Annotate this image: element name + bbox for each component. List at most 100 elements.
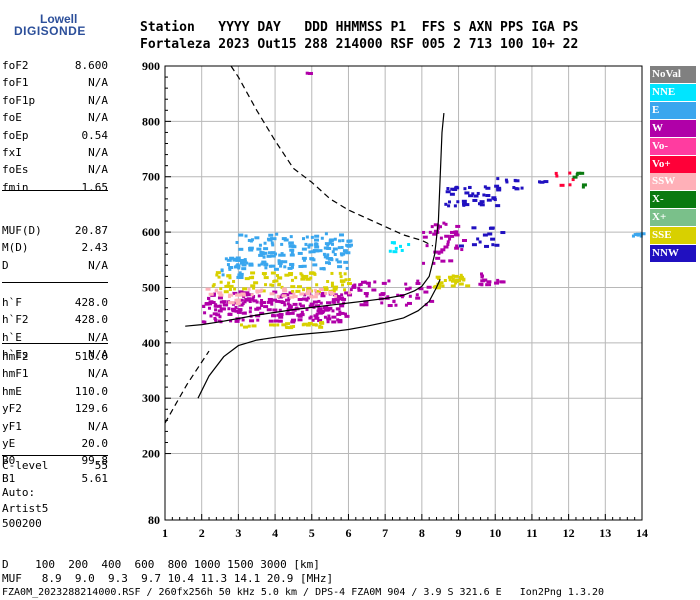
param-value: 20.87 <box>74 224 108 237</box>
echo-point <box>273 267 279 271</box>
echo-point <box>257 294 261 298</box>
echo-point <box>494 281 500 285</box>
echo-point <box>277 319 283 323</box>
echo-point <box>323 315 327 319</box>
echo-point <box>247 287 251 291</box>
echo-point <box>308 304 314 308</box>
echo-point <box>278 253 282 257</box>
echo-point <box>331 315 337 319</box>
echo-point <box>440 248 446 252</box>
echo-point <box>307 296 311 300</box>
echo-point <box>471 192 475 196</box>
echo-point <box>228 276 232 280</box>
echo-point <box>394 303 398 307</box>
legend-item: W <box>650 119 696 137</box>
legend-item: SSE <box>650 227 696 245</box>
echo-point <box>266 237 270 241</box>
echo-point <box>218 315 222 319</box>
echo-point <box>240 292 246 296</box>
echo-point <box>314 316 320 320</box>
echo-point <box>215 313 221 317</box>
echo-point <box>448 259 454 263</box>
echo-point <box>309 271 315 275</box>
echo-point <box>303 274 309 278</box>
echo-point <box>576 171 582 175</box>
echo-point <box>267 297 273 301</box>
echo-point <box>291 289 295 293</box>
echo-point <box>480 275 484 279</box>
echo-point <box>581 185 585 189</box>
echo-point <box>324 232 328 236</box>
echo-point <box>639 234 643 238</box>
legend-item: NNE <box>650 83 696 101</box>
echo-point <box>261 272 267 276</box>
echo-point <box>388 249 392 253</box>
echo-point <box>446 240 450 244</box>
param-row: yF2 129.6 <box>2 402 108 420</box>
echo-point <box>233 265 239 269</box>
echo-point <box>267 251 271 255</box>
echo-point <box>520 186 524 190</box>
echo-point <box>283 238 289 242</box>
echo-point <box>302 322 308 326</box>
echo-point <box>271 283 275 287</box>
param-row: B0 99.8 <box>2 454 108 472</box>
echo-point <box>259 250 263 254</box>
echo-point <box>261 261 267 265</box>
echo-point <box>234 319 240 323</box>
echo-point <box>229 319 233 323</box>
echo-point <box>329 238 335 242</box>
echo-point <box>387 304 393 308</box>
echo-point <box>264 266 268 270</box>
echo-point <box>250 271 256 275</box>
echo-point <box>316 309 320 313</box>
echo-point <box>269 323 275 327</box>
echo-point <box>559 183 565 187</box>
echo-point <box>304 242 308 246</box>
echo-point <box>408 286 412 290</box>
echo-point <box>390 241 396 245</box>
echo-point <box>258 243 262 247</box>
echo-point <box>268 319 274 323</box>
echo-point <box>305 323 311 327</box>
echo-point <box>215 273 219 277</box>
x-tick-label: 7 <box>382 526 388 540</box>
axes: 1 2 3 4 5 6 7 8 9 10 11 12 13 14802003004005006007008… <box>142 59 648 540</box>
echo-point <box>294 276 298 280</box>
echo-point <box>301 313 305 317</box>
echo-points <box>201 71 646 330</box>
param-row: foE N/A <box>2 111 108 129</box>
echo-point <box>307 321 313 325</box>
echo-point <box>273 319 279 323</box>
echo-point <box>451 274 455 278</box>
param-row: C-level 55 <box>2 459 108 477</box>
echo-point <box>484 244 490 248</box>
echo-point <box>285 312 291 316</box>
echo-point <box>339 275 343 279</box>
echo-point <box>365 281 371 285</box>
echo-point <box>486 280 492 284</box>
echo-point <box>242 287 248 291</box>
legend-item: NNW <box>650 245 696 262</box>
echo-point <box>336 300 340 304</box>
echo-point <box>243 292 249 296</box>
echo-point <box>423 290 429 294</box>
echo-point <box>255 289 261 293</box>
echo-point <box>278 308 282 312</box>
param-name: h`E <box>2 330 22 344</box>
echo-point <box>246 297 252 301</box>
echo-point <box>270 241 274 245</box>
echo-point <box>290 251 294 255</box>
echo-point <box>447 275 453 279</box>
echo-point <box>334 294 338 298</box>
param-value: 510.0 <box>74 350 108 363</box>
echo-point <box>287 266 293 270</box>
echo-point <box>288 303 292 307</box>
param-value: N/A <box>88 93 108 107</box>
grid <box>165 66 642 520</box>
x-tick-label: 12 <box>563 526 575 540</box>
echo-point <box>555 174 559 178</box>
x-tick-label: 13 <box>599 526 611 540</box>
echo-point <box>422 230 426 234</box>
